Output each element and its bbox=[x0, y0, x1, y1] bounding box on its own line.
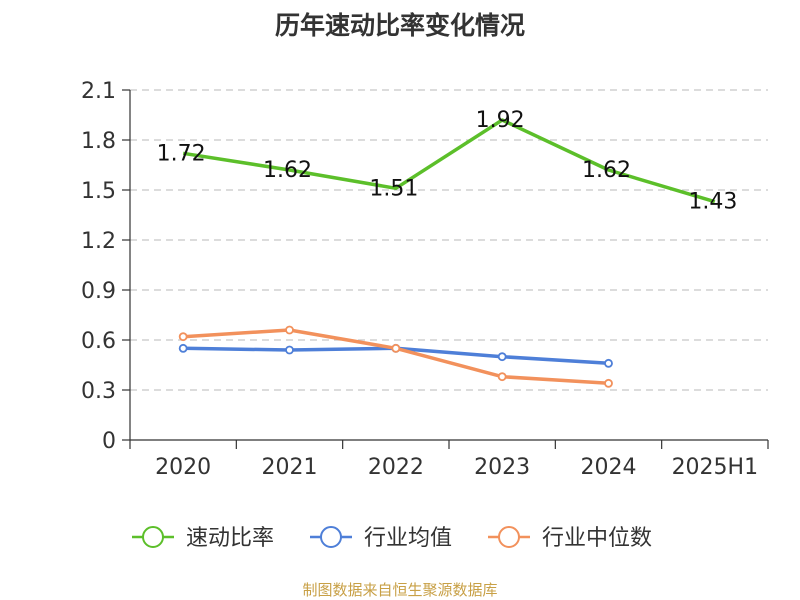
x-tick-label: 2020 bbox=[155, 455, 211, 480]
legend-marker bbox=[320, 526, 342, 548]
grid-lines bbox=[130, 89, 768, 391]
chart-title: 历年速动比率变化情况 bbox=[274, 11, 525, 40]
source-note: 制图数据来自恒生聚源数据库 bbox=[302, 581, 498, 599]
series-group bbox=[178, 118, 716, 388]
data-point bbox=[604, 358, 613, 368]
legend-label: 行业中位数 bbox=[542, 526, 652, 551]
y-tick-label: 0.6 bbox=[81, 329, 116, 354]
legend-marker bbox=[142, 526, 164, 548]
data-labels: 1.72 1.62 1.51 1.92 1.62 1.43 bbox=[157, 108, 738, 215]
x-tick-label: 2022 bbox=[368, 455, 424, 480]
y-tick-label: 0.3 bbox=[81, 379, 116, 404]
legend-label: 行业均值 bbox=[364, 526, 452, 551]
data-label: 1.51 bbox=[369, 176, 418, 201]
legend-marker bbox=[498, 526, 520, 548]
y-axis-ticks: 0 0.3 0.6 0.9 1.2 1.5 1.8 2.1 bbox=[81, 79, 130, 454]
series-line-1 bbox=[182, 118, 716, 204]
legend[interactable]: 速动比率 行业均值 行业中位数 bbox=[132, 526, 652, 551]
x-tick-label: 2024 bbox=[581, 455, 637, 480]
data-point bbox=[497, 352, 507, 362]
y-tick-label: 1.5 bbox=[81, 179, 116, 204]
y-tick-label: 2.1 bbox=[81, 79, 116, 104]
data-label: 1.62 bbox=[263, 158, 312, 183]
legend-item-3[interactable]: 行业中位数 bbox=[488, 526, 652, 551]
data-point bbox=[285, 345, 294, 355]
data-point bbox=[285, 325, 294, 335]
legend-item-2[interactable]: 行业均值 bbox=[310, 526, 452, 551]
axes bbox=[129, 90, 768, 441]
y-tick-label: 0.9 bbox=[81, 279, 116, 304]
x-tick-label: 2021 bbox=[262, 455, 318, 480]
data-point bbox=[497, 372, 507, 382]
data-point bbox=[178, 332, 188, 342]
data-point bbox=[604, 378, 613, 388]
x-tick-label: 2023 bbox=[474, 455, 530, 480]
y-tick-label: 1.2 bbox=[81, 229, 116, 254]
data-label: 1.72 bbox=[157, 141, 206, 166]
data-label: 1.62 bbox=[582, 158, 631, 183]
legend-item-1[interactable]: 速动比率 bbox=[132, 526, 274, 551]
series-line-3 bbox=[183, 328, 609, 386]
data-label: 1.43 bbox=[688, 190, 737, 215]
x-tick-label: 2025H1 bbox=[672, 455, 759, 480]
data-label: 1.92 bbox=[476, 108, 525, 133]
y-tick-label: 0 bbox=[102, 429, 116, 454]
legend-label: 速动比率 bbox=[186, 526, 274, 551]
data-point bbox=[178, 343, 188, 353]
data-point bbox=[391, 343, 401, 353]
x-axis-ticks: 2020 2021 2022 2023 2024 2025H1 bbox=[129, 440, 769, 480]
y-tick-label: 1.8 bbox=[81, 129, 116, 154]
